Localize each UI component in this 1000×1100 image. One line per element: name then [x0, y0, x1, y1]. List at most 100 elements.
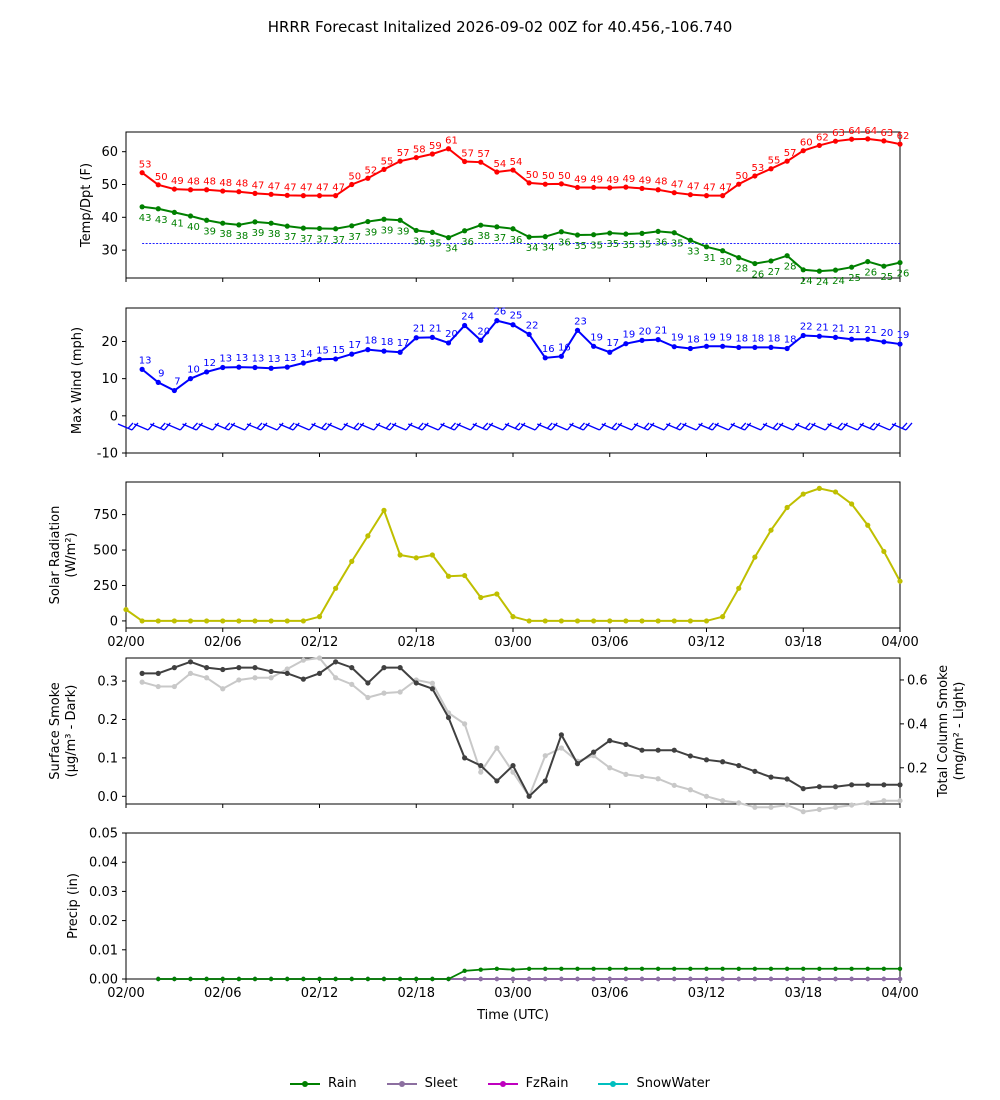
wind-point	[478, 337, 484, 343]
temp-data-label: 48	[187, 177, 200, 188]
column-smoke-point	[800, 809, 806, 815]
wind-data-label: 24	[461, 311, 474, 322]
wind-barb-flag	[321, 422, 327, 429]
dewpoint-point	[752, 260, 758, 267]
x-tick-label: 03/12	[688, 986, 725, 1001]
wind-data-label: 21	[848, 325, 861, 336]
dewpoint-point	[478, 222, 484, 228]
surface-smoke-point	[187, 659, 194, 665]
dewpoint-data-label: 37	[316, 234, 329, 245]
wind-barb	[375, 422, 397, 431]
wind-barb-flag	[901, 422, 908, 429]
dewpoint-data-label: 37	[332, 235, 345, 246]
wind-barb-flag	[760, 422, 768, 431]
wind-barb-flag	[728, 422, 736, 431]
wind-point	[703, 343, 710, 349]
legend-item-snowwater: SnowWater	[598, 1076, 710, 1091]
wind-point	[558, 353, 564, 359]
wind-barb-flag	[599, 422, 607, 431]
sleet-point	[462, 976, 467, 982]
solar-point	[736, 585, 742, 591]
wind-barb-shaft	[407, 423, 423, 431]
wind-barb-shaft	[682, 423, 697, 431]
wind-barb-flag	[514, 422, 521, 429]
wind-barb	[730, 422, 752, 431]
wind-data-label: 19	[590, 332, 603, 343]
dewpoint-point	[510, 226, 516, 232]
wind-data-label: 13	[268, 354, 281, 365]
temp-data-label: 61	[445, 136, 458, 147]
wind-point	[155, 379, 161, 385]
column-smoke-point	[849, 802, 855, 808]
wind-point	[333, 356, 339, 362]
temp-data-label: 47	[703, 183, 716, 194]
wind-barb-flag	[808, 422, 816, 431]
solar-point	[687, 618, 693, 624]
surface-smoke-point	[897, 782, 903, 788]
surface-smoke-point	[655, 747, 661, 753]
wind-point	[365, 347, 371, 353]
temp-data-label: 59	[429, 141, 442, 152]
rain-point	[768, 966, 774, 971]
rain-point	[688, 966, 693, 971]
temp-data-label: 58	[413, 145, 426, 156]
wind-barb-shaft	[827, 423, 842, 431]
wind-barb	[569, 422, 590, 431]
solar-point	[574, 618, 581, 624]
dewpoint-point	[800, 267, 806, 273]
wind-barb-flag	[373, 422, 381, 431]
legend-label-snowwater: SnowWater	[636, 1076, 710, 1091]
dewpoint-point	[865, 258, 871, 265]
column-smoke-point	[623, 771, 629, 777]
wind-barb-flag	[127, 422, 134, 429]
column-smoke-point	[429, 680, 435, 686]
y-tick-label: 20	[101, 335, 118, 350]
dewpoint-data-label: 28	[784, 262, 797, 273]
wind-data-label: 16	[542, 344, 555, 355]
dewpoint-point	[703, 244, 710, 250]
temp-point	[365, 175, 371, 181]
surface-smoke-point	[155, 670, 161, 676]
wind-barb-flag	[486, 422, 494, 431]
surface-smoke-point	[171, 665, 177, 671]
wind-barb	[214, 422, 236, 431]
wind-barb	[520, 422, 542, 431]
y-axis-label: Solar Radiation	[48, 506, 63, 605]
temp-point	[155, 182, 161, 188]
wind-barb-flag	[131, 422, 139, 431]
temp-data-label: 49	[171, 176, 184, 187]
dewpoint-point	[607, 230, 613, 236]
wind-barb-flag	[534, 422, 542, 431]
wind-point	[800, 332, 806, 339]
solar-point	[816, 485, 822, 491]
dewpoint-data-label: 26	[897, 269, 910, 280]
column-smoke-point	[316, 655, 323, 661]
temp-data-label: 57	[477, 149, 490, 160]
sleet-point	[720, 976, 725, 982]
wind-barb-flag	[869, 422, 876, 429]
y-tick-label: 750	[93, 508, 118, 523]
solar-point	[607, 618, 613, 624]
wind-barb-shaft	[214, 423, 230, 431]
dewpoint-point	[574, 232, 581, 238]
wind-barb-flag	[550, 422, 558, 431]
wind-barb-shaft	[746, 423, 762, 431]
wind-point	[139, 366, 145, 372]
wind-data-label: 18	[735, 333, 748, 344]
dewpoint-point	[462, 228, 468, 234]
wind-barb-flag	[256, 422, 263, 429]
dewpoint-data-label: 37	[348, 232, 361, 243]
surface-smoke-point	[671, 747, 677, 753]
y-tick-label: 500	[93, 544, 118, 559]
rain-point	[220, 976, 225, 982]
wind-barb-flag	[740, 422, 747, 429]
surface-smoke-point	[849, 782, 855, 788]
wind-barb-shaft	[246, 423, 262, 431]
dewpoint-point	[591, 232, 597, 238]
legend-swatch-rain	[290, 1080, 321, 1087]
solar-point	[333, 585, 339, 591]
rain-point	[446, 976, 451, 982]
surface-smoke-point	[526, 793, 532, 799]
dewpoint-data-label: 39	[365, 228, 378, 239]
